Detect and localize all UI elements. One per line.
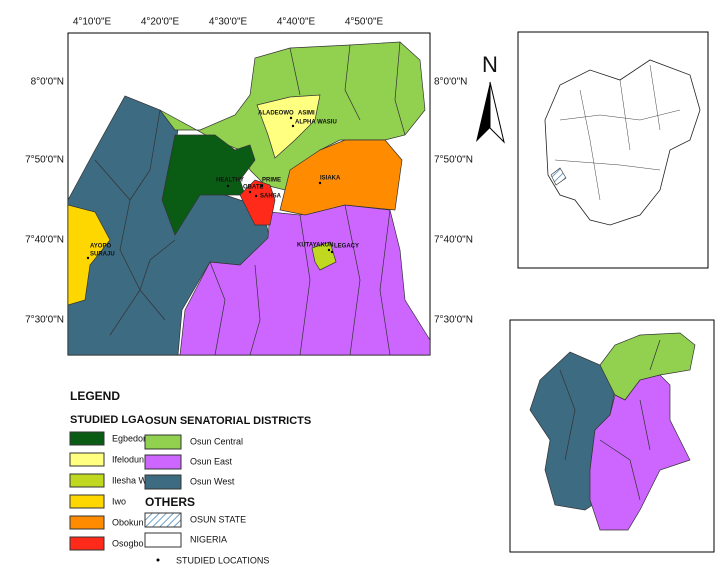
- location-label: HEALTHY: [216, 178, 244, 184]
- x-tick-label: 4°30'0"E: [209, 17, 248, 28]
- main-map: ALADEOWO ASIMI ALPHA WASIU HEALTHY OBATE…: [25, 17, 473, 356]
- legend-swatch: [156, 558, 160, 562]
- legend-swatch: [144, 454, 182, 470]
- location-label: LEGACY: [334, 244, 359, 250]
- north-label: N: [482, 52, 498, 77]
- y-tick-label: 7°30'0"N: [25, 315, 64, 326]
- legend-swatch: [144, 532, 182, 548]
- north-arrow: N: [476, 52, 505, 144]
- legend-swatch: [144, 474, 182, 490]
- legend-swatch: [69, 494, 105, 509]
- legend-label: Iwo: [112, 496, 126, 506]
- location-label: KUTAYAKUN: [297, 243, 333, 249]
- legend-swatch: [69, 431, 105, 446]
- y-tick-label: 7°30'0"N: [434, 315, 473, 326]
- x-tick-label: 4°10'0"E: [73, 17, 112, 28]
- legend-label: OSUN STATE: [190, 514, 246, 524]
- location-label: PRIME: [262, 178, 281, 184]
- legend-label: Osun East: [190, 456, 233, 466]
- location-label: SURAJU: [90, 252, 115, 258]
- legend-label: Ifelodun: [112, 454, 144, 464]
- x-tick-label: 4°20'0"E: [141, 17, 180, 28]
- location-label: ALADEOWO: [258, 111, 294, 117]
- location-label: ALPHA WASIU: [295, 120, 337, 126]
- y-tick-label: 7°40'0"N: [25, 235, 64, 246]
- nigeria-inset: [517, 31, 709, 269]
- x-tick-label: 4°40'0"E: [277, 17, 316, 28]
- legend-label: Osogbo: [112, 538, 144, 548]
- legend-label: NIGERIA: [190, 534, 227, 544]
- legend: LEGEND STUDIED LGA Egbedore Ifelodun Ilesh…: [69, 389, 311, 565]
- y-tick-label: 7°50'0"N: [25, 155, 64, 166]
- location-label: ISIAKA: [320, 176, 341, 182]
- legend-label: Osun West: [190, 476, 235, 486]
- legend-swatch: [144, 434, 182, 450]
- legend-label: STUDIED LOCATIONS: [176, 555, 269, 565]
- location-label: OBATE: [243, 185, 264, 191]
- location-label: ASIMI: [298, 111, 315, 117]
- legend-swatch: [69, 473, 105, 488]
- location-label: AYOPO: [90, 244, 111, 250]
- legend-label: Ilesha West: [112, 475, 159, 485]
- legend-label: Egbedore: [112, 433, 151, 443]
- legend-swatch: [69, 452, 105, 467]
- legend-label: Osun Central: [190, 436, 243, 446]
- location-label: SAHSA: [260, 194, 282, 200]
- legend-swatch: [144, 512, 182, 528]
- legend-title: LEGEND: [70, 389, 120, 403]
- legend-swatch: [69, 515, 105, 530]
- legend-swatch: [69, 536, 105, 551]
- legend-heading: STUDIED LGA: [70, 414, 145, 426]
- x-tick-label: 4°50'0"E: [345, 17, 384, 28]
- y-tick-label: 7°50'0"N: [434, 155, 473, 166]
- legend-heading: OSUN SENATORIAL DISTRICTS: [145, 415, 311, 427]
- legend-heading: OTHERS: [145, 495, 195, 509]
- osun-inset: [509, 319, 715, 553]
- y-tick-label: 7°40'0"N: [434, 235, 473, 246]
- y-tick-label: 8°0'0"N: [31, 77, 64, 88]
- y-tick-label: 8°0'0"N: [434, 77, 467, 88]
- legend-label: Obokun: [112, 517, 144, 527]
